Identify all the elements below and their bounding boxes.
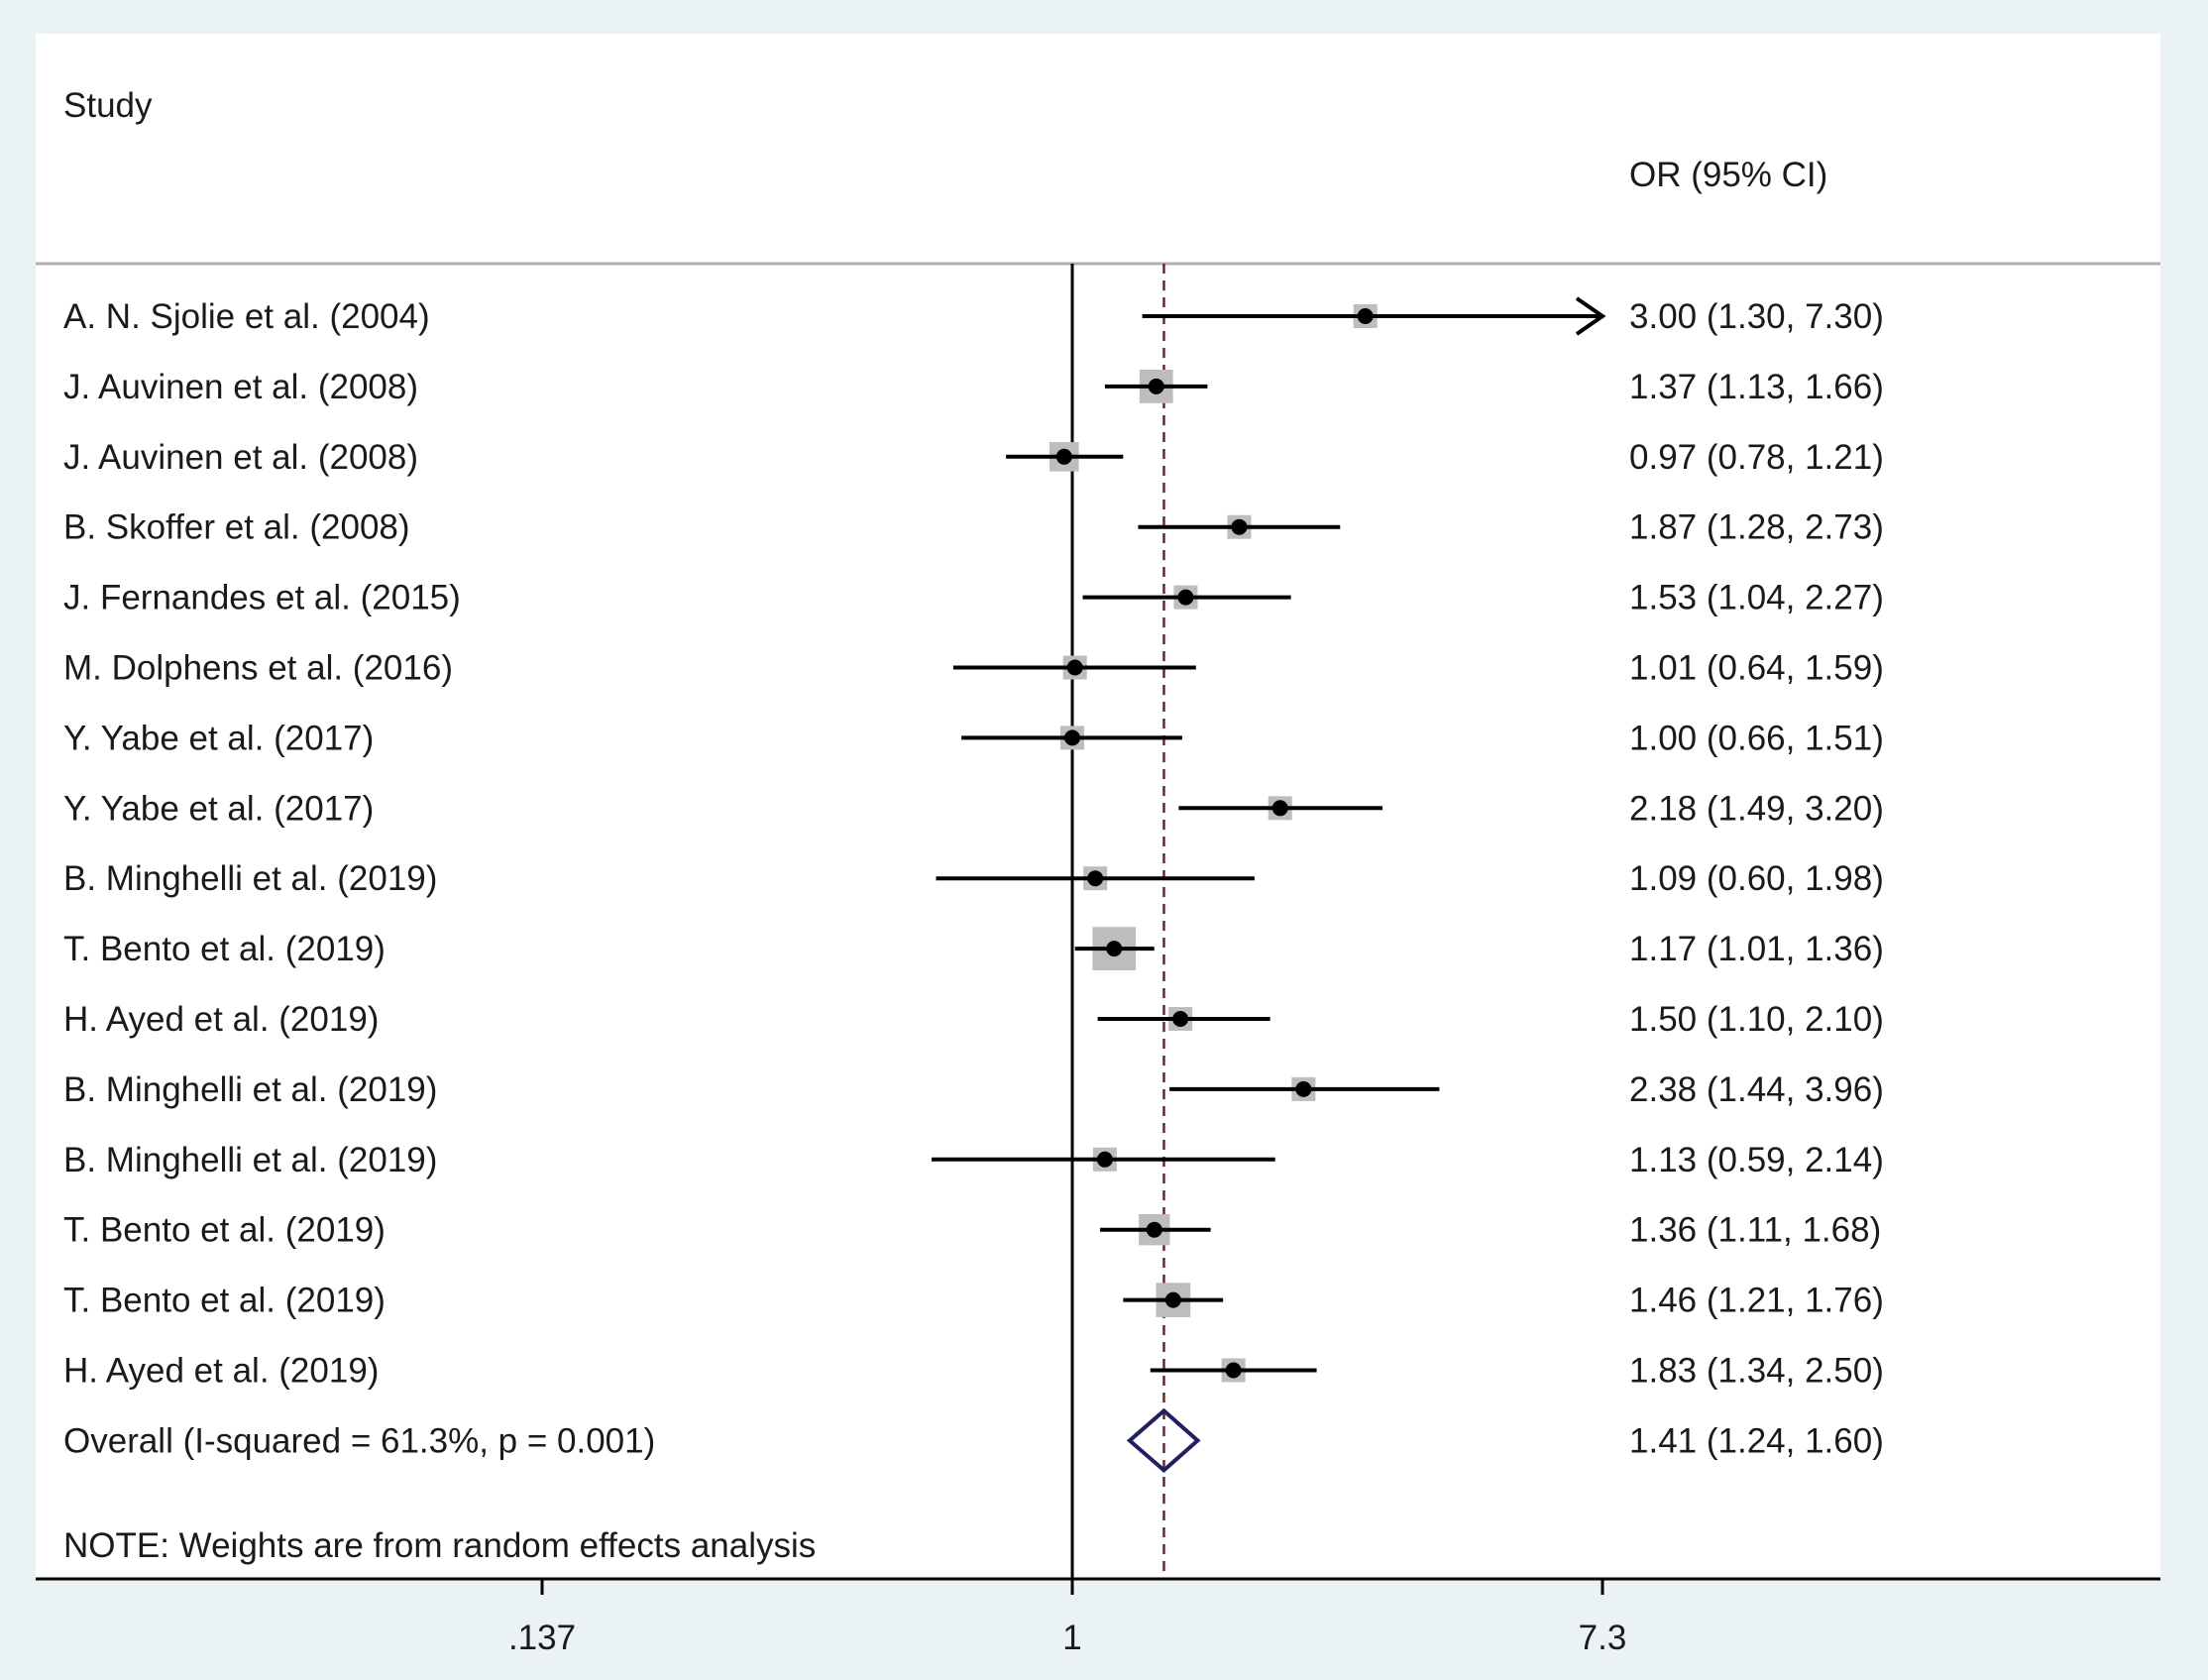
study-row: T. Bento et al. (2019) 1.46 (1.21, 1.76): [63, 1282, 1884, 1320]
study-row: Y. Yabe et al. (2017) 2.18 (1.49, 3.20): [63, 789, 1884, 828]
study-ci-text: 1.01 (0.64, 1.59): [1629, 649, 1884, 688]
study-label: Y. Yabe et al. (2017): [63, 719, 374, 757]
study-column-header: Study: [63, 86, 153, 125]
overall-row: Overall (I-squared = 61.3%, p = 0.001) 1.…: [63, 1407, 1884, 1474]
study-label: J. Auvinen et al. (2008): [63, 438, 418, 477]
study-ci-text: 1.09 (0.60, 1.98): [1629, 859, 1884, 898]
point-estimate: [1064, 729, 1080, 746]
study-label: B. Minghelli et al. (2019): [63, 1070, 437, 1109]
study-ci-text: 1.87 (1.28, 2.73): [1629, 508, 1884, 547]
study-label: H. Ayed et al. (2019): [63, 1352, 379, 1391]
study-ci-text: 1.83 (1.34, 2.50): [1629, 1352, 1884, 1391]
point-estimate: [1177, 589, 1194, 606]
study-ci-text: 1.37 (1.13, 1.66): [1629, 368, 1884, 406]
study-row: J. Fernandes et al. (2015) 1.53 (1.04, 2.…: [63, 579, 1884, 617]
point-estimate: [1164, 1291, 1181, 1308]
study-row: T. Bento et al. (2019) 1.36 (1.11, 1.68): [63, 1211, 1881, 1250]
study-ci-text: 2.38 (1.44, 3.96): [1629, 1070, 1884, 1109]
study-label: B. Skoffer et al. (2008): [63, 508, 410, 547]
overall-label: Overall (I-squared = 61.3%, p = 0.001): [63, 1421, 655, 1460]
effect-column-header: OR (95% CI): [1629, 156, 1827, 194]
study-ci-text: 1.13 (0.59, 2.14): [1629, 1141, 1884, 1179]
study-row: B. Minghelli et al. (2019) 1.09 (0.60, 1.…: [63, 859, 1884, 898]
point-estimate: [1096, 1151, 1113, 1168]
point-estimate: [1055, 448, 1072, 465]
study-label: T. Bento et al. (2019): [63, 1282, 386, 1320]
overall-diamond: [1126, 1407, 1201, 1474]
ci-arrow-icon: [1575, 296, 1606, 336]
forest-plot-panel: Study OR (95% CI) A. N. Sjolie et al. (2…: [36, 34, 2160, 1657]
study-row: H. Ayed et al. (2019) 1.83 (1.34, 2.50): [63, 1352, 1884, 1391]
study-label: T. Bento et al. (2019): [63, 930, 386, 968]
study-label: M. Dolphens et al. (2016): [63, 649, 453, 688]
study-row: Y. Yabe et al. (2017) 1.00 (0.66, 1.51): [63, 719, 1884, 757]
point-estimate: [1087, 870, 1104, 887]
x-tick-label: .137: [508, 1619, 576, 1657]
study-label: A. N. Sjolie et al. (2004): [63, 297, 430, 336]
study-row: J. Auvinen et al. (2008) 0.97 (0.78, 1.21…: [63, 438, 1884, 477]
study-row: B. Skoffer et al. (2008) 1.87 (1.28, 2.73…: [63, 508, 1884, 547]
study-ci-text: 1.00 (0.66, 1.51): [1629, 719, 1884, 757]
point-estimate: [1172, 1011, 1189, 1027]
study-ci-text: 1.17 (1.01, 1.36): [1629, 930, 1884, 968]
study-row: T. Bento et al. (2019) 1.17 (1.01, 1.36): [63, 927, 1884, 970]
study-ci-text: 1.46 (1.21, 1.76): [1629, 1282, 1884, 1320]
study-label: J. Fernandes et al. (2015): [63, 579, 461, 617]
study-label: T. Bento et al. (2019): [63, 1211, 386, 1250]
point-estimate: [1146, 1221, 1162, 1238]
study-label: B. Minghelli et al. (2019): [63, 859, 437, 898]
study-row: M. Dolphens et al. (2016) 1.01 (0.64, 1.5…: [63, 649, 1884, 688]
study-label: Y. Yabe et al. (2017): [63, 789, 374, 828]
point-estimate: [1148, 378, 1164, 394]
study-label: B. Minghelli et al. (2019): [63, 1141, 437, 1179]
point-estimate: [1066, 659, 1083, 676]
x-tick-label: 7.3: [1579, 1619, 1627, 1657]
study-row: J. Auvinen et al. (2008) 1.37 (1.13, 1.66…: [63, 368, 1884, 406]
study-ci-text: 3.00 (1.30, 7.30): [1629, 297, 1884, 336]
point-estimate: [1225, 1362, 1242, 1379]
point-estimate: [1231, 518, 1248, 535]
point-estimate: [1271, 800, 1288, 817]
study-label: H. Ayed et al. (2019): [63, 1000, 379, 1039]
study-row: H. Ayed et al. (2019) 1.50 (1.10, 2.10): [63, 1000, 1884, 1039]
point-estimate: [1357, 308, 1374, 324]
x-tick-label: 1: [1062, 1619, 1081, 1657]
note-text: NOTE: Weights are from random effects an…: [63, 1526, 816, 1565]
study-row: B. Minghelli et al. (2019) 2.38 (1.44, 3.…: [63, 1070, 1884, 1109]
study-ci-text: 1.36 (1.11, 1.68): [1629, 1211, 1881, 1250]
study-ci-text: 1.50 (1.10, 2.10): [1629, 1000, 1884, 1039]
overall-ci-text: 1.41 (1.24, 1.60): [1629, 1421, 1884, 1460]
study-ci-text: 0.97 (0.78, 1.21): [1629, 438, 1884, 477]
study-row: A. N. Sjolie et al. (2004) 3.00 (1.30, 7.…: [63, 296, 1884, 336]
study-ci-text: 2.18 (1.49, 3.20): [1629, 789, 1884, 828]
study-label: J. Auvinen et al. (2008): [63, 368, 418, 406]
study-row: B. Minghelli et al. (2019) 1.13 (0.59, 2.…: [63, 1141, 1884, 1179]
study-ci-text: 1.53 (1.04, 2.27): [1629, 579, 1884, 617]
point-estimate: [1295, 1080, 1312, 1097]
point-estimate: [1106, 941, 1123, 957]
